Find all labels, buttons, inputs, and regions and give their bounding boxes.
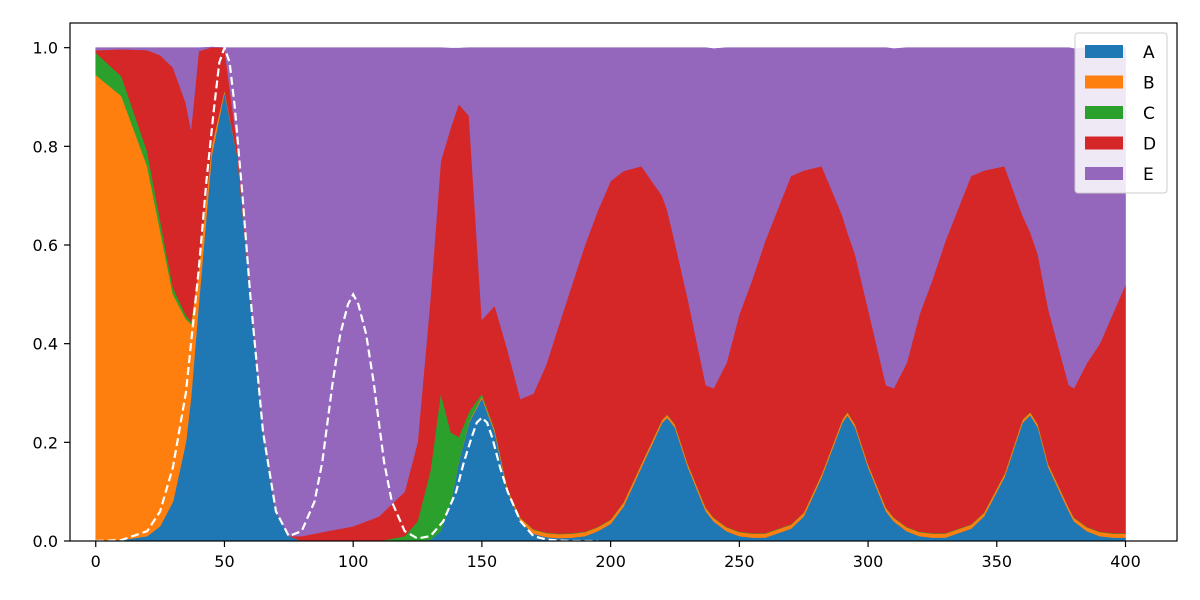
legend-label-b: B bbox=[1143, 74, 1155, 94]
legend-label-c: C bbox=[1143, 104, 1155, 124]
legend-label-d: D bbox=[1143, 135, 1156, 155]
x-axis-ticks: 0 50 100 150 200 250 300 350 400 bbox=[91, 541, 1141, 571]
x-tick-label: 0 bbox=[91, 552, 101, 571]
legend-swatch-c bbox=[1085, 106, 1123, 119]
x-tick-label: 150 bbox=[467, 552, 498, 571]
y-tick-label: 0.2 bbox=[33, 433, 58, 452]
legend-swatch-e bbox=[1085, 167, 1123, 180]
plot-frame bbox=[69, 22, 1178, 542]
legend-swatch-b bbox=[1085, 75, 1123, 89]
legend-swatch-d bbox=[1085, 136, 1123, 150]
stacked-areas bbox=[95, 46, 1126, 542]
x-tick-label: 250 bbox=[724, 552, 755, 571]
overlay-line bbox=[95, 44, 598, 543]
area-series-e bbox=[95, 46, 1126, 537]
x-tick-label: 50 bbox=[214, 552, 234, 571]
legend-label-e: E bbox=[1143, 165, 1154, 185]
dashed-overlay bbox=[95, 44, 598, 543]
y-tick-label: 0.4 bbox=[33, 335, 58, 354]
y-axis-ticks: 0.0 0.2 0.4 0.6 0.8 1.0 bbox=[33, 39, 70, 551]
x-tick-label: 350 bbox=[982, 552, 1013, 571]
x-tick-label: 400 bbox=[1110, 552, 1141, 571]
legend-swatch-a bbox=[1085, 45, 1123, 58]
y-tick-label: 0.0 bbox=[33, 532, 58, 551]
x-tick-label: 300 bbox=[853, 552, 884, 571]
x-tick-label: 200 bbox=[595, 552, 626, 571]
y-tick-label: 0.8 bbox=[33, 137, 58, 156]
y-tick-label: 0.6 bbox=[33, 236, 58, 255]
x-tick-label: 100 bbox=[338, 552, 369, 571]
legend-label-a: A bbox=[1143, 43, 1155, 63]
y-tick-label: 1.0 bbox=[33, 39, 58, 58]
